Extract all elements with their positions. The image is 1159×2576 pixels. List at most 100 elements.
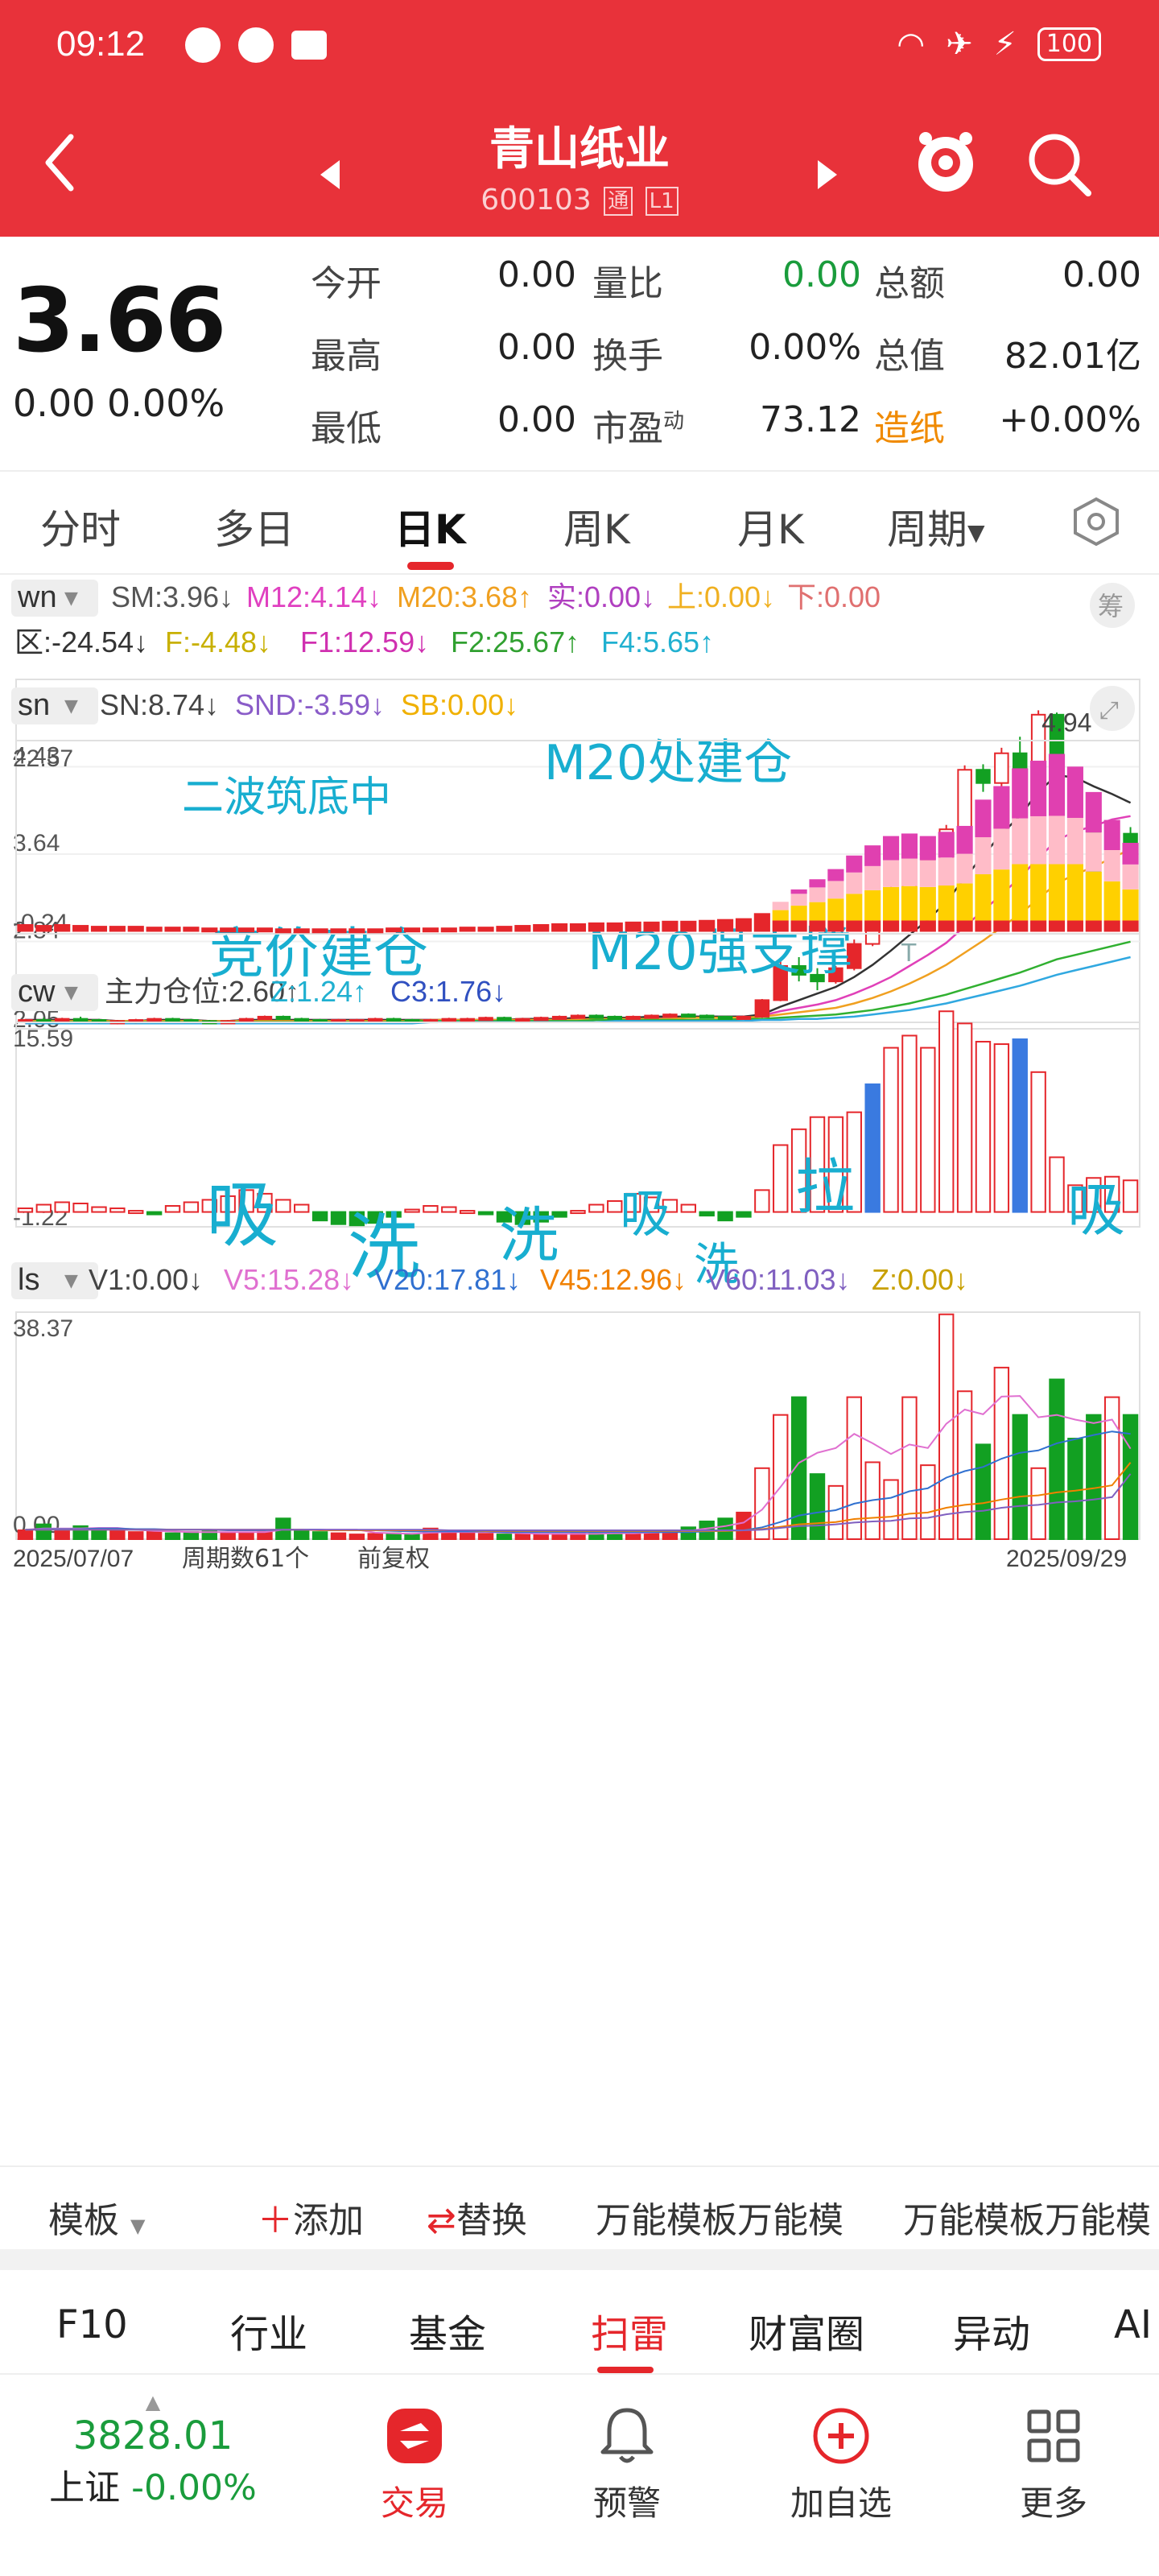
status-icons xyxy=(185,27,327,63)
cw-bar xyxy=(680,1203,697,1213)
sn-bar-upper xyxy=(1122,864,1139,890)
sn-bar-upper xyxy=(1048,815,1066,865)
candle-body xyxy=(975,769,991,784)
nav-ai[interactable]: AI xyxy=(1114,2302,1152,2347)
pe-value: 73.12 xyxy=(760,399,861,440)
chart-area[interactable]: wn ▼ SM:3.96↓ M12:4.14↓ M20:3.68↑ 实:0.00↓ 上:0.… xyxy=(0,575,1159,2153)
industry-label[interactable]: 造纸 xyxy=(874,408,945,449)
candle-body xyxy=(791,964,806,976)
tab-multi-day[interactable]: 多日 xyxy=(214,506,295,553)
tab-intraday[interactable]: 分时 xyxy=(40,506,121,553)
candle-body xyxy=(515,1018,530,1022)
trade-button[interactable]: 交易 xyxy=(354,2404,475,2525)
tab-weekly-k[interactable]: 周K xyxy=(563,506,630,553)
sn-bar xyxy=(54,924,71,932)
sn-legend-0: SN:8.74↓ xyxy=(100,688,219,721)
annotation-absorb-1: 吸 xyxy=(206,1173,278,1257)
sn-bar xyxy=(293,928,310,934)
sn-bar-base xyxy=(772,920,789,932)
volume-bar xyxy=(54,1529,70,1540)
pe-label-text: 市盈 xyxy=(592,408,663,449)
sn-bar-top xyxy=(809,879,826,888)
volume-bar xyxy=(827,1484,844,1541)
sn-bar xyxy=(459,927,476,932)
nav-anomaly[interactable]: 异动 xyxy=(953,2312,1031,2357)
cw-bar xyxy=(349,1211,365,1227)
cw-bar xyxy=(257,1192,273,1213)
sn-bar-base xyxy=(956,920,973,932)
sn-bar-top xyxy=(1122,842,1139,865)
paw-icon xyxy=(238,27,274,63)
cw-bar xyxy=(311,1211,328,1222)
kline-chart: wn ▼ SM:3.96↓ M12:4.14↓ M20:3.68↑ 实:0.00↓ 上:0.… xyxy=(11,580,1140,1573)
wifi-icon: ◠ xyxy=(897,26,926,63)
sn-bar-base xyxy=(1012,920,1029,932)
sn-bar-base xyxy=(938,920,955,932)
open-value: 0.00 xyxy=(497,254,576,295)
candle-body xyxy=(72,1018,89,1022)
sn-bar-mid xyxy=(827,898,844,921)
cw-bar xyxy=(643,1196,660,1213)
date-axis-start: 2025/07/07 xyxy=(13,1546,134,1572)
template-menu[interactable]: 模板 ▼ xyxy=(48,2191,145,2243)
sn-bar xyxy=(699,919,716,932)
cw-bar xyxy=(699,1211,715,1217)
sn-bar-mid xyxy=(993,869,1010,921)
level-tag: L1 xyxy=(645,187,678,216)
nav-f10[interactable]: F10 xyxy=(56,2302,128,2347)
sn-bar xyxy=(164,927,181,932)
sn-bar xyxy=(274,928,291,934)
volume-bar xyxy=(109,1529,126,1540)
more-button[interactable]: 更多 xyxy=(993,2404,1114,2525)
ls-legend-4: V60:11.03↓ xyxy=(706,1263,850,1296)
volume-bar xyxy=(717,1517,733,1540)
volume-bar xyxy=(349,1534,365,1540)
tab-monthly-k[interactable]: 月K xyxy=(737,506,804,553)
ls-legend-3: V45:12.96↓ xyxy=(540,1263,687,1296)
nav-risk-scan[interactable]: 扫雷 xyxy=(591,2312,669,2357)
volume-bar xyxy=(477,1533,494,1541)
sn-bar-top xyxy=(846,855,863,873)
next-stock-button[interactable] xyxy=(815,143,839,200)
mascot-icon[interactable] xyxy=(909,126,982,207)
search-icon[interactable] xyxy=(1024,129,1093,207)
template-chip-1[interactable]: 万能模板万能模 xyxy=(596,2200,843,2241)
sn-bar-base xyxy=(1103,920,1120,932)
nav-fund[interactable]: 基金 xyxy=(409,2312,487,2357)
candle-body xyxy=(847,943,862,969)
caret-down-icon: ▼ xyxy=(967,519,985,546)
sn-bar-top xyxy=(1066,766,1083,819)
sn-bar xyxy=(422,927,439,933)
sn-bar xyxy=(477,927,494,932)
candle-body xyxy=(717,1015,733,1020)
add-watchlist-button[interactable]: 加自选 xyxy=(773,2404,909,2525)
candle-body xyxy=(681,1013,696,1018)
nav-wealth-circle[interactable]: 财富圈 xyxy=(749,2312,865,2357)
wn-legend2-0: 区:-24.54↓ xyxy=(14,625,148,658)
settings-hexagon-icon[interactable] xyxy=(1070,496,1122,551)
replace-button[interactable]: ⇄替换 xyxy=(427,2191,527,2243)
change-value: 0.00 xyxy=(13,382,96,425)
date-axis-end: 2025/09/29 xyxy=(1006,1546,1127,1572)
market-cap-value: 82.01亿 xyxy=(1004,336,1141,377)
ls-y-tick-0: 38.37 xyxy=(13,1315,73,1342)
sn-bar-top xyxy=(827,869,844,881)
prev-stock-button[interactable] xyxy=(319,143,343,200)
candle-body xyxy=(957,769,972,831)
back-icon[interactable] xyxy=(40,130,80,204)
volume-bar xyxy=(754,1467,770,1541)
nav-industry[interactable]: 行业 xyxy=(230,2312,308,2357)
tab-period[interactable]: 周期▼ xyxy=(887,497,985,555)
status-time: 09:12 xyxy=(56,24,146,64)
add-button[interactable]: ＋添加 xyxy=(258,2191,364,2243)
alert-button[interactable]: 预警 xyxy=(567,2404,687,2525)
sn-bar-base xyxy=(901,920,918,932)
cw-bar xyxy=(901,1034,918,1213)
template-chip-2[interactable]: 万能模板万能模 xyxy=(903,2200,1151,2241)
index-widget[interactable]: ▲ 3828.01 上证 -0.00% xyxy=(0,2391,306,2510)
tab-daily-k[interactable]: 日K xyxy=(394,506,466,553)
sn-y-tick-1: -0.24 xyxy=(13,910,68,936)
battery-level: 100 xyxy=(1037,27,1101,61)
sn-bar xyxy=(533,924,550,932)
sn-bar xyxy=(330,928,347,934)
